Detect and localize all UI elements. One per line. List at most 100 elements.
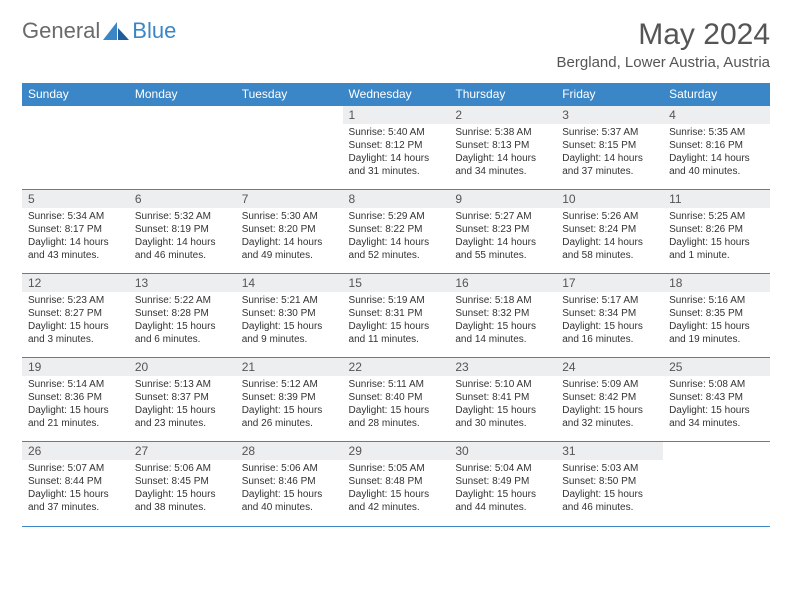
day-body	[236, 124, 343, 130]
day-cell: 11Sunrise: 5:25 AMSunset: 8:26 PMDayligh…	[663, 190, 770, 274]
day-cell: 30Sunrise: 5:04 AMSunset: 8:49 PMDayligh…	[449, 442, 556, 526]
day-body: Sunrise: 5:10 AMSunset: 8:41 PMDaylight:…	[449, 376, 556, 434]
logo-sail-icon	[103, 22, 129, 40]
day-line: Daylight: 15 hours and 1 minute.	[669, 236, 764, 262]
day-line: Sunset: 8:37 PM	[135, 391, 230, 404]
day-line: Sunrise: 5:09 AM	[562, 378, 657, 391]
day-body: Sunrise: 5:09 AMSunset: 8:42 PMDaylight:…	[556, 376, 663, 434]
day-body	[22, 124, 129, 130]
day-line: Sunrise: 5:18 AM	[455, 294, 550, 307]
day-number: 7	[236, 190, 343, 208]
day-body: Sunrise: 5:25 AMSunset: 8:26 PMDaylight:…	[663, 208, 770, 266]
day-body: Sunrise: 5:30 AMSunset: 8:20 PMDaylight:…	[236, 208, 343, 266]
day-line: Sunrise: 5:11 AM	[349, 378, 444, 391]
day-line: Sunrise: 5:07 AM	[28, 462, 123, 475]
day-number: 27	[129, 442, 236, 460]
day-number: 14	[236, 274, 343, 292]
day-body: Sunrise: 5:14 AMSunset: 8:36 PMDaylight:…	[22, 376, 129, 434]
day-line: Daylight: 15 hours and 14 minutes.	[455, 320, 550, 346]
day-cell: 20Sunrise: 5:13 AMSunset: 8:37 PMDayligh…	[129, 358, 236, 442]
day-line: Sunrise: 5:35 AM	[669, 126, 764, 139]
day-number	[22, 106, 129, 124]
day-number: 28	[236, 442, 343, 460]
day-cell: 22Sunrise: 5:11 AMSunset: 8:40 PMDayligh…	[343, 358, 450, 442]
day-cell: 29Sunrise: 5:05 AMSunset: 8:48 PMDayligh…	[343, 442, 450, 526]
day-line: Daylight: 14 hours and 58 minutes.	[562, 236, 657, 262]
day-number: 12	[22, 274, 129, 292]
day-line: Sunrise: 5:27 AM	[455, 210, 550, 223]
day-header-mon: Monday	[129, 83, 236, 106]
day-line: Sunset: 8:45 PM	[135, 475, 230, 488]
day-line: Daylight: 15 hours and 37 minutes.	[28, 488, 123, 514]
day-line: Sunrise: 5:22 AM	[135, 294, 230, 307]
day-line: Sunrise: 5:10 AM	[455, 378, 550, 391]
day-line: Daylight: 15 hours and 44 minutes.	[455, 488, 550, 514]
day-number: 3	[556, 106, 663, 124]
day-cell: 3Sunrise: 5:37 AMSunset: 8:15 PMDaylight…	[556, 106, 663, 190]
day-number: 13	[129, 274, 236, 292]
day-line: Sunset: 8:36 PM	[28, 391, 123, 404]
day-line: Daylight: 14 hours and 34 minutes.	[455, 152, 550, 178]
day-cell: 8Sunrise: 5:29 AMSunset: 8:22 PMDaylight…	[343, 190, 450, 274]
day-line: Sunset: 8:28 PM	[135, 307, 230, 320]
day-body: Sunrise: 5:23 AMSunset: 8:27 PMDaylight:…	[22, 292, 129, 350]
day-line: Sunrise: 5:12 AM	[242, 378, 337, 391]
day-number: 1	[343, 106, 450, 124]
day-line: Daylight: 15 hours and 28 minutes.	[349, 404, 444, 430]
day-line: Sunset: 8:20 PM	[242, 223, 337, 236]
day-line: Sunset: 8:31 PM	[349, 307, 444, 320]
day-line: Daylight: 14 hours and 37 minutes.	[562, 152, 657, 178]
day-cell: 24Sunrise: 5:09 AMSunset: 8:42 PMDayligh…	[556, 358, 663, 442]
page-header: General Blue May 2024 Bergland, Lower Au…	[22, 18, 770, 71]
day-body: Sunrise: 5:27 AMSunset: 8:23 PMDaylight:…	[449, 208, 556, 266]
day-line: Sunset: 8:24 PM	[562, 223, 657, 236]
day-line: Daylight: 15 hours and 6 minutes.	[135, 320, 230, 346]
day-line: Sunrise: 5:06 AM	[242, 462, 337, 475]
day-body: Sunrise: 5:21 AMSunset: 8:30 PMDaylight:…	[236, 292, 343, 350]
day-header-tue: Tuesday	[236, 83, 343, 106]
day-number: 20	[129, 358, 236, 376]
day-body: Sunrise: 5:32 AMSunset: 8:19 PMDaylight:…	[129, 208, 236, 266]
day-body	[129, 124, 236, 130]
day-cell	[663, 442, 770, 526]
day-number	[663, 442, 770, 460]
day-body: Sunrise: 5:16 AMSunset: 8:35 PMDaylight:…	[663, 292, 770, 350]
calendar-body: 1Sunrise: 5:40 AMSunset: 8:12 PMDaylight…	[22, 106, 770, 526]
day-number: 5	[22, 190, 129, 208]
day-number: 23	[449, 358, 556, 376]
day-number: 8	[343, 190, 450, 208]
day-cell	[129, 106, 236, 190]
day-line: Sunset: 8:48 PM	[349, 475, 444, 488]
day-line: Sunset: 8:16 PM	[669, 139, 764, 152]
day-cell	[22, 106, 129, 190]
logo: General Blue	[22, 18, 176, 44]
day-header-sun: Sunday	[22, 83, 129, 106]
day-cell: 1Sunrise: 5:40 AMSunset: 8:12 PMDaylight…	[343, 106, 450, 190]
day-cell: 10Sunrise: 5:26 AMSunset: 8:24 PMDayligh…	[556, 190, 663, 274]
day-cell: 9Sunrise: 5:27 AMSunset: 8:23 PMDaylight…	[449, 190, 556, 274]
location-text: Bergland, Lower Austria, Austria	[557, 54, 770, 71]
day-line: Daylight: 15 hours and 23 minutes.	[135, 404, 230, 430]
day-line: Daylight: 15 hours and 34 minutes.	[669, 404, 764, 430]
day-body: Sunrise: 5:37 AMSunset: 8:15 PMDaylight:…	[556, 124, 663, 182]
day-cell: 7Sunrise: 5:30 AMSunset: 8:20 PMDaylight…	[236, 190, 343, 274]
day-line: Daylight: 15 hours and 30 minutes.	[455, 404, 550, 430]
day-header-sat: Saturday	[663, 83, 770, 106]
day-line: Sunrise: 5:38 AM	[455, 126, 550, 139]
day-line: Sunset: 8:27 PM	[28, 307, 123, 320]
day-line: Sunset: 8:41 PM	[455, 391, 550, 404]
day-line: Daylight: 14 hours and 52 minutes.	[349, 236, 444, 262]
day-line: Daylight: 15 hours and 46 minutes.	[562, 488, 657, 514]
day-line: Sunrise: 5:04 AM	[455, 462, 550, 475]
day-number: 21	[236, 358, 343, 376]
day-line: Sunrise: 5:19 AM	[349, 294, 444, 307]
day-line: Daylight: 14 hours and 49 minutes.	[242, 236, 337, 262]
day-line: Sunrise: 5:05 AM	[349, 462, 444, 475]
day-header-fri: Friday	[556, 83, 663, 106]
day-line: Sunset: 8:49 PM	[455, 475, 550, 488]
day-line: Sunset: 8:44 PM	[28, 475, 123, 488]
day-line: Sunset: 8:40 PM	[349, 391, 444, 404]
day-line: Sunset: 8:34 PM	[562, 307, 657, 320]
day-body: Sunrise: 5:19 AMSunset: 8:31 PMDaylight:…	[343, 292, 450, 350]
day-cell: 21Sunrise: 5:12 AMSunset: 8:39 PMDayligh…	[236, 358, 343, 442]
